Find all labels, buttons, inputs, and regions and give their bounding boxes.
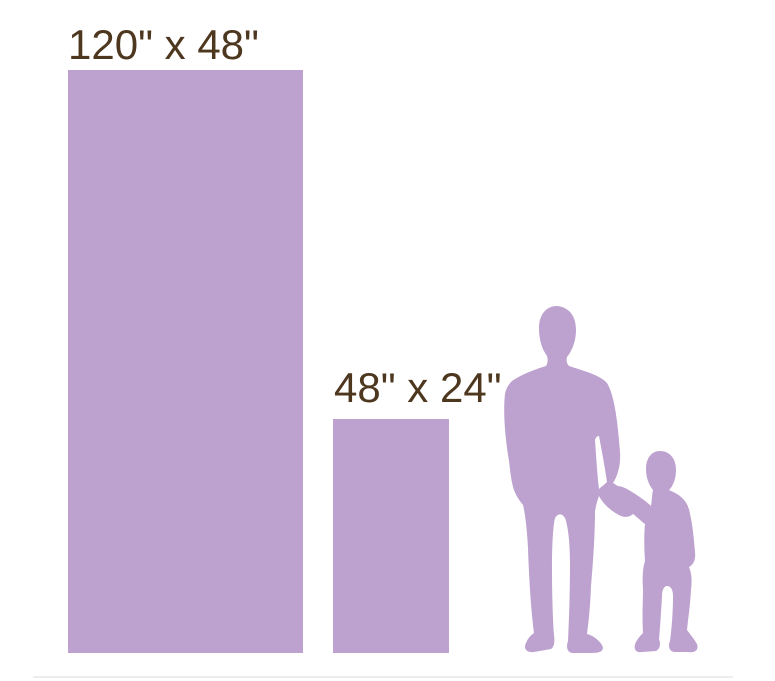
small-size-label: 48" x 24" (334, 364, 502, 411)
large-size-rectangle (68, 70, 303, 653)
small-size-rectangle (333, 419, 449, 653)
adult-silhouette (504, 306, 636, 653)
child-silhouette (610, 451, 698, 653)
large-size-label: 120" x 48" (68, 21, 259, 68)
adult-arm-gap (595, 436, 607, 489)
ground-line (33, 676, 733, 678)
